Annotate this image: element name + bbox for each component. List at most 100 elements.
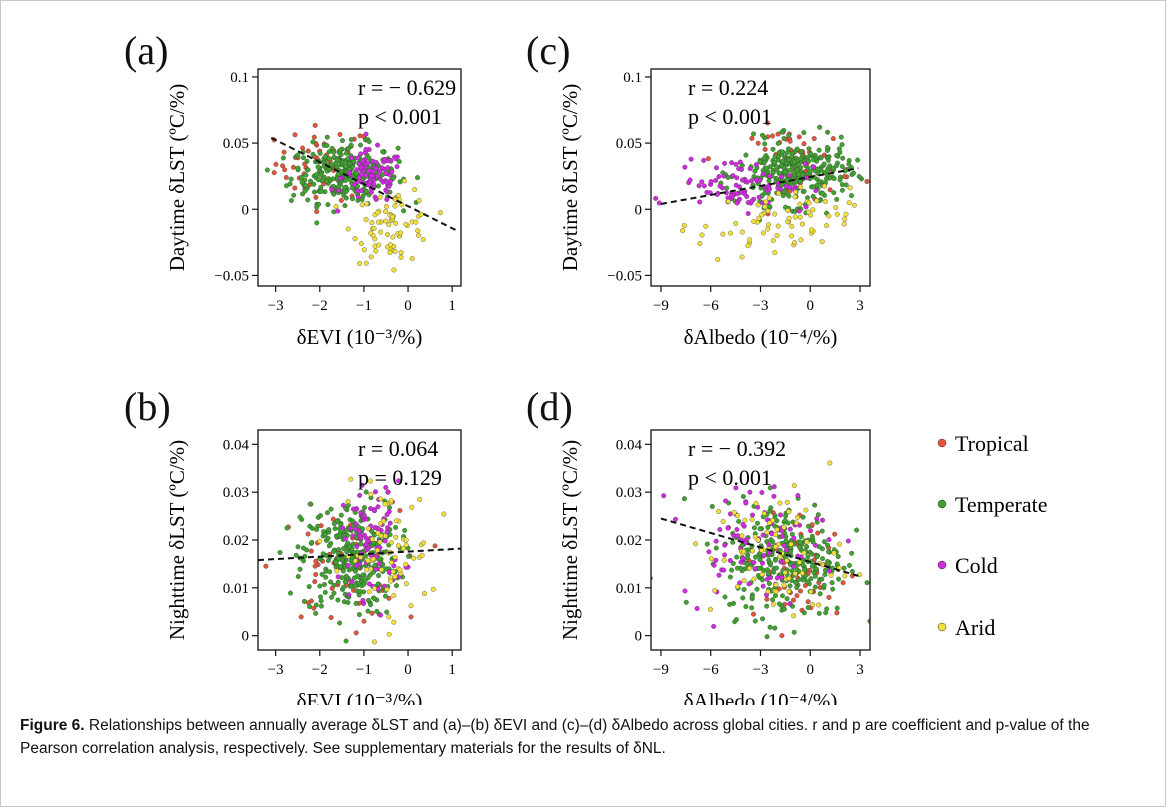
legend-label: Temperate (955, 492, 1048, 517)
data-point (347, 161, 353, 166)
data-point (787, 184, 793, 190)
data-point (357, 261, 363, 266)
data-point (263, 563, 269, 569)
data-point (780, 593, 785, 599)
data-point (798, 184, 804, 190)
data-point (347, 526, 353, 531)
data-point (292, 185, 298, 191)
data-point (313, 194, 319, 200)
data-point (761, 553, 767, 558)
data-point (386, 569, 392, 574)
data-point (372, 525, 378, 531)
data-point (842, 573, 848, 579)
data-point (395, 145, 401, 151)
data-point (749, 517, 755, 522)
panel-tag: (a) (124, 28, 168, 73)
data-point (771, 493, 777, 499)
y-tick-label: 0 (242, 629, 250, 645)
data-point (264, 167, 270, 173)
data-point (368, 602, 374, 608)
data-point (384, 586, 390, 592)
data-point (360, 597, 366, 603)
data-point (402, 527, 408, 533)
data-point (378, 612, 384, 618)
data-point (723, 498, 729, 504)
data-point (307, 604, 313, 610)
data-point (699, 179, 705, 185)
data-point (770, 539, 776, 545)
data-point (743, 152, 749, 158)
data-point (317, 682, 322, 687)
data-point (396, 159, 402, 165)
data-point (836, 576, 842, 582)
data-point (741, 587, 747, 592)
data-point (368, 230, 374, 236)
data-point (347, 177, 353, 183)
data-point (784, 499, 790, 505)
data-point (821, 161, 827, 167)
data-point (811, 164, 817, 170)
x-tick-label: −3 (268, 662, 284, 678)
data-point (368, 566, 374, 572)
data-point (753, 554, 758, 560)
data-point (834, 153, 840, 159)
data-point (806, 209, 812, 215)
data-point (824, 606, 830, 612)
data-point (322, 532, 328, 538)
data-point (745, 243, 751, 249)
data-point (364, 567, 370, 573)
data-point (305, 531, 311, 537)
data-point (762, 146, 768, 152)
data-point (391, 619, 397, 625)
data-point (368, 491, 374, 497)
data-point (353, 601, 359, 606)
data-point (760, 583, 766, 589)
data-point (755, 520, 760, 526)
data-point (331, 191, 337, 197)
x-tick-label: −9 (653, 662, 669, 678)
data-point (749, 594, 755, 600)
data-point (345, 600, 351, 605)
data-point (408, 603, 414, 609)
data-point (759, 212, 765, 218)
data-point (747, 489, 753, 495)
data-point (791, 597, 796, 603)
data-point (759, 577, 765, 583)
y-axis-label: Daytime δLST (ºC/%) (165, 84, 189, 272)
data-point (816, 179, 822, 185)
data-point (357, 492, 363, 498)
y-tick-label: 0.05 (616, 136, 642, 152)
data-point (369, 536, 375, 542)
data-point (681, 496, 687, 502)
data-point (673, 516, 678, 522)
data-point (733, 617, 739, 623)
data-point (345, 226, 351, 232)
data-point (390, 234, 396, 240)
data-point (364, 201, 370, 207)
data-point (382, 156, 388, 162)
data-point (779, 129, 785, 135)
data-point (765, 524, 771, 530)
data-point (338, 197, 344, 203)
data-point (804, 539, 810, 545)
data-point (403, 537, 409, 543)
x-axis-label: δAlbedo (10⁻⁴/%) (684, 689, 838, 705)
data-point (815, 530, 821, 536)
data-point (739, 167, 744, 172)
data-point (708, 606, 713, 612)
data-point (350, 196, 355, 202)
data-point (797, 214, 803, 220)
data-point (794, 593, 800, 599)
data-point (753, 500, 759, 506)
data-point (786, 509, 792, 515)
pearson-r-text: r = 0.224 (688, 75, 768, 100)
x-axis-label: δEVI (10⁻³/%) (297, 689, 423, 705)
data-point (688, 156, 694, 162)
data-point (810, 207, 816, 213)
data-point (782, 570, 788, 576)
data-point (806, 200, 812, 206)
legend-marker (937, 438, 947, 448)
data-point (391, 563, 397, 569)
data-point (747, 237, 753, 243)
data-point (770, 238, 776, 243)
